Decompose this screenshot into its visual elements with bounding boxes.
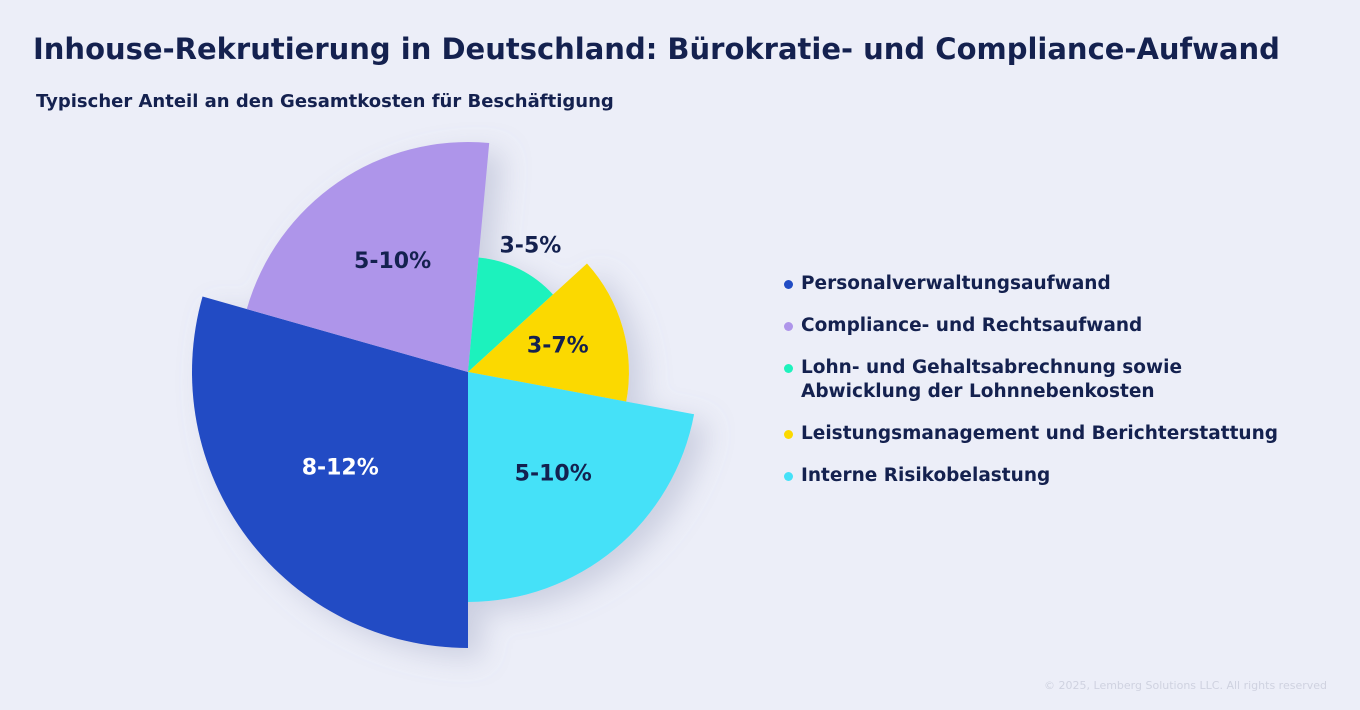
wedge xyxy=(191,296,468,648)
value-label: 8-12% xyxy=(302,455,379,480)
legend-label: Interne Risikobelastung xyxy=(801,465,1051,486)
wedge xyxy=(468,372,695,602)
legend-marker xyxy=(784,280,793,289)
legend-item: Personalverwaltungsaufwand xyxy=(784,272,1304,296)
legend: Personalverwaltungsaufwand Compliance- un… xyxy=(784,272,1304,506)
legend-item: Leistungsmanagement und Berichterstattun… xyxy=(784,422,1304,446)
value-label: 3-7% xyxy=(527,333,589,358)
legend-label: Personalverwaltungsaufwand xyxy=(801,273,1111,294)
value-label: 3-5% xyxy=(500,234,562,259)
legend-marker xyxy=(784,364,793,373)
copyright: © 2025, Lemberg Solutions LLC. All right… xyxy=(1044,679,1327,692)
legend-label: Compliance- und Rechtsaufwand xyxy=(801,315,1143,336)
value-label: 5-10% xyxy=(515,462,592,487)
wedge xyxy=(246,142,490,372)
legend-item: Interne Risikobelastung xyxy=(784,464,1304,488)
chart-subtitle: Typischer Anteil an den Gesamtkosten für… xyxy=(36,91,614,112)
legend-marker xyxy=(784,472,793,481)
legend-label: Leistungsmanagement und Berichterstattun… xyxy=(801,423,1279,444)
legend-marker xyxy=(784,430,793,439)
legend-marker xyxy=(784,322,793,331)
value-label: 5-10% xyxy=(354,249,431,274)
legend-item: Lohn- und Gehaltsabrechnung sowie Abwick… xyxy=(784,356,1304,404)
legend-item: Compliance- und Rechtsaufwand xyxy=(784,314,1304,338)
chart-title: Inhouse-Rekrutierung in Deutschland: Bür… xyxy=(33,32,1280,66)
legend-label: Lohn- und Gehaltsabrechnung sowie Abwick… xyxy=(801,357,1182,402)
wedge xyxy=(468,263,629,402)
wedges xyxy=(191,142,695,648)
wedge xyxy=(468,257,553,372)
chart: 8-12% 5-10% 3-5% 3-7% 5-10% xyxy=(191,142,695,648)
